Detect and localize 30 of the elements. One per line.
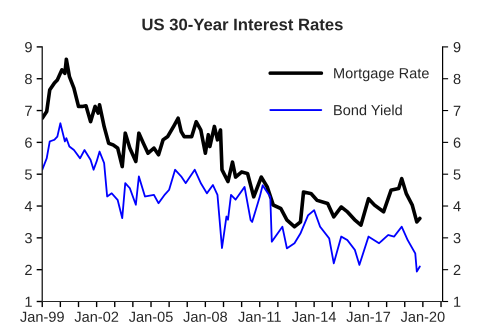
x-tick-label: Jan-14 [292,312,336,322]
chart-title: US 30-Year Interest Rates [142,18,343,30]
y-tick-label: 3 [24,232,32,244]
x-tick-label: Jan-02 [74,312,118,322]
y2-tick-label: 4 [453,201,461,212]
y-tick-label: 1 [26,296,32,307]
y2-tick-label: 8 [454,74,460,84]
line-series [42,122,421,272]
legend-label: Bond Yield [334,104,402,116]
legend-label: Mortgage Rate [334,68,429,82]
y-tick-label: 6 [25,137,32,148]
x-tick-label: Jan-08 [183,312,228,322]
x-tick-label: Jan-05 [128,312,173,322]
y-tick-label: 9 [25,42,32,52]
y2-tick-label: 5 [454,169,460,180]
y2-tick-label: 7 [454,106,460,116]
x-tick-label: Jan-17 [346,312,390,322]
x-tick-label: Jan-20 [400,312,445,322]
x-tick-label: Jan-11 [238,312,281,322]
y2-tick-label: 9 [454,42,460,52]
y2-tick-label: 1 [454,296,460,307]
x-tick-label: Jan-99 [20,312,64,322]
y-tick-label: 7 [25,106,32,116]
y2-tick-label: 6 [454,137,460,148]
y-tick-label: 5 [24,169,32,180]
y-tick-label: 4 [24,201,32,212]
y-tick-label: 2 [25,264,32,275]
y2-tick-label: 3 [454,232,460,244]
y2-tick-label: 2 [454,264,460,275]
y-tick-label: 8 [25,74,32,84]
